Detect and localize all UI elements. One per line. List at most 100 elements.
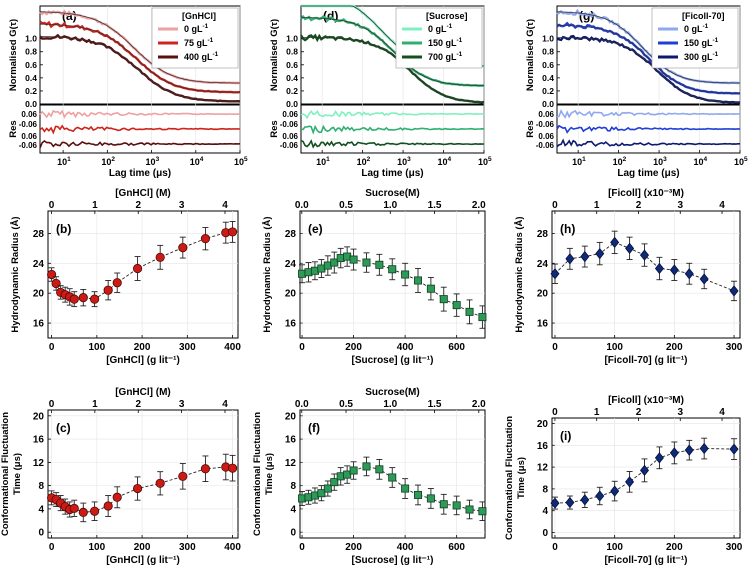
top-tick-label: 0.0: [295, 200, 309, 211]
top-tick-label: 3: [179, 200, 185, 211]
x-axis-label: [GnHCl] (g lit⁻¹): [106, 555, 180, 566]
x-tick-label: 300: [179, 542, 196, 553]
data-point: [729, 285, 739, 297]
data-point: [414, 276, 423, 285]
top-tick-label: 1: [594, 407, 600, 418]
y-tick-label: 16: [537, 319, 549, 330]
x-axis-label: [Ficoll-70] (g lit⁻¹): [604, 555, 687, 566]
top-tick-label: 3: [677, 407, 683, 418]
data-point: [465, 505, 474, 514]
res-axis-label: Res: [525, 120, 536, 137]
data-point: [103, 285, 113, 295]
x-tick-label: 0: [552, 342, 558, 353]
y-tick-label: 0.6: [25, 60, 37, 70]
x-tick-label: 101: [316, 156, 330, 167]
x-tick-label: 200: [134, 542, 151, 553]
y-tick-label: 1.0: [542, 34, 554, 44]
x-tick-label: 200: [345, 542, 362, 553]
data-point: [625, 242, 635, 254]
top-tick-label: 4: [222, 200, 228, 211]
res-tick-label: -0.06: [19, 120, 38, 129]
x-tick-label: 400: [397, 342, 414, 353]
data-point: [388, 473, 397, 482]
data-point: [362, 258, 371, 267]
y-tick-label: 0: [542, 528, 548, 539]
top-tick-label: 0.5: [339, 200, 353, 211]
top-axis-label: [Ficoll] (x10⁻³M): [608, 188, 684, 199]
data-point: [227, 227, 238, 237]
y-tick-label: 0.0: [25, 99, 37, 109]
x-tick-label: 101: [572, 156, 586, 167]
plot-frame: [551, 417, 741, 539]
data-point: [51, 278, 61, 289]
fit-line: [557, 24, 740, 94]
top-axis-label: [GnHCl] (M): [115, 387, 171, 398]
res-tick-label: -0.06: [19, 141, 38, 150]
y-axis-label: Conformational Fluctuation: [504, 416, 515, 540]
data-point: [699, 273, 709, 285]
fit-line: [40, 36, 240, 102]
y-tick-label: 0.8: [542, 47, 554, 57]
data-point: [439, 295, 448, 304]
fit-line: [40, 11, 240, 84]
data-point: [200, 464, 211, 474]
residual-line: [39, 124, 241, 135]
y-tick-label: 8: [542, 484, 548, 495]
y-tick-label: 20: [537, 289, 549, 300]
res-tick-label: 0.06: [21, 132, 37, 141]
panel-label: (c): [56, 421, 71, 435]
x-tick-label: 100: [606, 542, 623, 553]
data-point: [362, 462, 371, 471]
y-axis-label: Conformational Fluctuation: [252, 412, 263, 536]
x-tick-label: 101: [57, 156, 71, 167]
residual-line: [301, 124, 485, 135]
data-point: [669, 264, 679, 276]
data-point: [426, 494, 435, 503]
y-tick-label: 12: [33, 458, 45, 469]
y-axis-label: Time (μs): [264, 453, 275, 495]
x-tick-label: 102: [101, 156, 115, 167]
panel-h: 28 24 20 16 0 100 200 300 0 1 2 3 4 [Ficoll] (x10⁻³M)…: [514, 188, 743, 366]
legend-entry: 150 gL-1: [684, 37, 719, 48]
x-tick-label: 0: [49, 342, 55, 353]
x-tick-label: 300: [726, 342, 743, 353]
data-point: [550, 268, 560, 280]
legend-entry: 700 gL-1: [428, 51, 463, 62]
top-tick-label: 0: [49, 200, 55, 211]
top-tick-label: 1: [594, 200, 600, 211]
y-tick-label: 0: [38, 528, 44, 539]
legend-entry: 150 gL-1: [428, 37, 463, 48]
y-tick-label: 0.4: [25, 73, 37, 83]
fit-line: [301, 37, 485, 103]
res-axis-label: Res: [8, 120, 19, 137]
top-tick-label: 4: [719, 200, 725, 211]
top-tick-label: 1.0: [383, 399, 397, 410]
data-point: [654, 452, 664, 464]
x-tick-label: 105: [478, 156, 492, 167]
data-point: [595, 247, 605, 260]
y-tick-label: 4: [290, 504, 296, 515]
data-point: [580, 494, 590, 506]
x-axis-label: Lag time (μs): [617, 168, 679, 179]
x-tick-label: 0: [299, 342, 305, 353]
y-tick-label: 16: [537, 441, 549, 452]
data-point: [375, 260, 384, 269]
data-point: [317, 489, 326, 498]
y-tick-label: 0.0: [286, 99, 298, 109]
data-point: [401, 270, 410, 279]
x-tick-label: 104: [438, 156, 452, 167]
data-point: [330, 258, 339, 267]
top-axis-label: [Ficoll] (x10⁻³M): [608, 395, 684, 406]
plot-frame: [47, 210, 239, 339]
y-axis-label: Time (μs): [516, 457, 527, 499]
legend-entry: 300 gL-1: [684, 51, 719, 62]
y-tick-label: 0.6: [286, 60, 298, 70]
x-tick-label: 104: [694, 156, 708, 167]
panel-e: 28 24 20 16 0 200 400 600 0.0 0.5 1.0 1.5 2.0 Sucrose…: [262, 188, 487, 366]
x-axis-label: [Sucrose] (g lit⁻¹): [352, 555, 434, 566]
